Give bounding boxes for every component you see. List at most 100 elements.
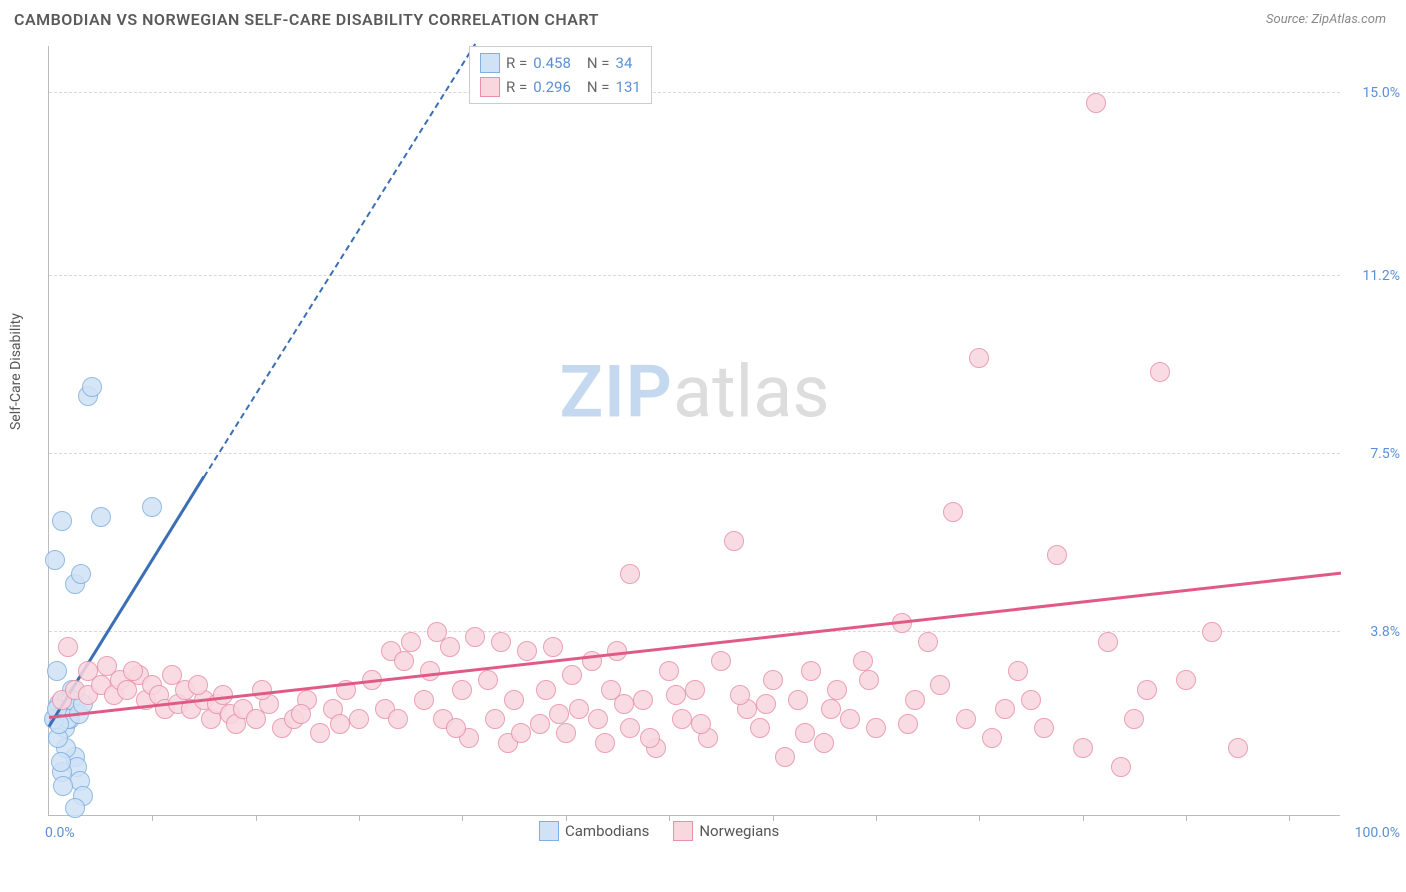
stats-legend: R = 0.458N = 34R = 0.296N = 131: [469, 46, 652, 104]
gridline: [49, 453, 1340, 454]
scatter-point-norwegians: [930, 675, 950, 695]
scatter-point-norwegians: [827, 680, 847, 700]
gridline: [49, 92, 1340, 93]
gridline: [49, 631, 1340, 632]
scatter-point-norwegians: [414, 690, 434, 710]
x-tick: [1186, 815, 1187, 821]
scatter-point-norwegians: [1021, 690, 1041, 710]
legend-r-value: 0.296: [533, 78, 571, 96]
scatter-point-norwegians: [188, 675, 208, 695]
scatter-point-norwegians: [1111, 757, 1131, 777]
scatter-point-norwegians: [814, 733, 834, 753]
x-tick: [359, 815, 360, 821]
scatter-point-norwegians: [401, 632, 421, 652]
source-attribution: Source: ZipAtlas.com: [1266, 12, 1386, 27]
legend-r-value: 0.458: [533, 54, 571, 72]
scatter-point-norwegians: [349, 709, 369, 729]
scatter-point-norwegians: [956, 709, 976, 729]
scatter-point-norwegians: [1073, 738, 1093, 758]
x-tick: [876, 815, 877, 821]
scatter-chart: ZIPatlas 3.8%7.5%11.2%15.0%0.0%100.0%R =…: [48, 46, 1340, 816]
scatter-point-norwegians: [291, 704, 311, 724]
legend-r-label: R =: [506, 78, 527, 96]
legend-n-label: N =: [587, 54, 610, 72]
scatter-point-norwegians: [821, 699, 841, 719]
scatter-point-norwegians: [691, 714, 711, 734]
x-tick: [462, 815, 463, 821]
scatter-point-norwegians: [97, 656, 117, 676]
scatter-point-cambodians: [45, 550, 65, 570]
scatter-point-norwegians: [620, 564, 640, 584]
stats-legend-row: R = 0.458N = 34: [480, 51, 641, 75]
scatter-point-norwegians: [1098, 632, 1118, 652]
scatter-point-norwegians: [640, 728, 660, 748]
scatter-point-norwegians: [859, 670, 879, 690]
scatter-point-norwegians: [556, 723, 576, 743]
gridline: [49, 275, 1340, 276]
scatter-point-norwegians: [1150, 362, 1170, 382]
scatter-point-norwegians: [536, 680, 556, 700]
scatter-point-norwegians: [659, 661, 679, 681]
scatter-point-norwegians: [123, 661, 143, 681]
scatter-point-norwegians: [969, 348, 989, 368]
scatter-point-norwegians: [452, 680, 472, 700]
series-legend-label: Norwegians: [699, 822, 779, 840]
scatter-point-cambodians: [91, 507, 111, 527]
series-legend: CambodiansNorwegians: [539, 821, 779, 841]
scatter-point-norwegians: [1228, 738, 1248, 758]
scatter-point-cambodians: [47, 661, 67, 681]
y-tick-label: 7.5%: [1370, 446, 1400, 462]
legend-swatch: [539, 821, 559, 841]
x-tick: [1083, 815, 1084, 821]
x-tick: [1289, 815, 1290, 821]
chart-header: CAMBODIAN VS NORWEGIAN SELF-CARE DISABIL…: [0, 0, 1406, 35]
series-legend-item: Norwegians: [673, 821, 779, 841]
scatter-point-norwegians: [485, 709, 505, 729]
scatter-point-norwegians: [918, 632, 938, 652]
y-tick-label: 11.2%: [1362, 268, 1400, 284]
scatter-point-norwegians: [517, 641, 537, 661]
scatter-point-norwegians: [995, 699, 1015, 719]
scatter-point-cambodians: [52, 511, 72, 531]
scatter-point-norwegians: [750, 718, 770, 738]
scatter-point-norwegians: [465, 627, 485, 647]
scatter-point-norwegians: [898, 714, 918, 734]
scatter-point-norwegians: [549, 704, 569, 724]
legend-swatch: [480, 77, 500, 97]
scatter-point-norwegians: [711, 651, 731, 671]
scatter-point-norwegians: [420, 661, 440, 681]
scatter-point-norwegians: [1047, 545, 1067, 565]
scatter-point-cambodians: [71, 564, 91, 584]
x-tick: [979, 815, 980, 821]
scatter-point-norwegians: [394, 651, 414, 671]
scatter-point-norwegians: [446, 718, 466, 738]
legend-n-label: N =: [587, 78, 610, 96]
scatter-point-cambodians: [53, 776, 73, 796]
legend-swatch: [480, 53, 500, 73]
scatter-point-norwegians: [511, 723, 531, 743]
scatter-point-norwegians: [543, 637, 563, 657]
scatter-point-norwegians: [504, 690, 524, 710]
scatter-point-norwegians: [905, 690, 925, 710]
legend-n-value: 131: [616, 78, 641, 96]
scatter-point-norwegians: [1137, 680, 1157, 700]
y-tick-label: 3.8%: [1370, 624, 1400, 640]
scatter-point-norwegians: [588, 709, 608, 729]
scatter-point-norwegians: [491, 632, 511, 652]
scatter-point-norwegians: [724, 531, 744, 551]
y-tick-label: 15.0%: [1362, 85, 1400, 101]
scatter-point-norwegians: [795, 723, 815, 743]
scatter-point-norwegians: [614, 694, 634, 714]
scatter-point-norwegians: [1124, 709, 1144, 729]
scatter-point-cambodians: [51, 752, 71, 772]
scatter-point-norwegians: [1202, 622, 1222, 642]
scatter-point-norwegians: [1034, 718, 1054, 738]
x-axis-max: 100.0%: [1355, 825, 1400, 841]
scatter-point-norwegians: [440, 637, 460, 657]
y-axis-label: Self-Care Disability: [8, 313, 24, 430]
scatter-point-norwegians: [78, 661, 98, 681]
scatter-point-norwegians: [982, 728, 1002, 748]
legend-r-label: R =: [506, 54, 527, 72]
x-axis-min: 0.0%: [45, 825, 75, 841]
scatter-point-norwegians: [1176, 670, 1196, 690]
